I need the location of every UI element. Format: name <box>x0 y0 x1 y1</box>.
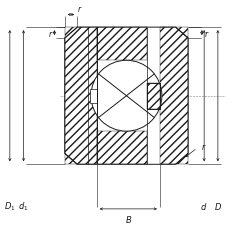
Text: $r$: $r$ <box>203 28 208 38</box>
Text: $d$: $d$ <box>200 200 207 211</box>
Bar <box>64 28 187 165</box>
Text: $D_1$: $D_1$ <box>4 199 16 212</box>
Bar <box>159 28 187 165</box>
Text: $B$: $B$ <box>124 213 131 224</box>
Text: $r$: $r$ <box>200 141 205 151</box>
Bar <box>64 28 96 165</box>
Bar <box>96 28 147 61</box>
Circle shape <box>91 61 161 132</box>
Text: $r$: $r$ <box>77 4 82 14</box>
Text: $d_1$: $d_1$ <box>18 199 29 212</box>
Bar <box>147 83 159 109</box>
Bar <box>96 132 147 165</box>
Text: $r$: $r$ <box>48 28 53 38</box>
Bar <box>147 83 159 109</box>
Text: $D$: $D$ <box>213 200 221 211</box>
Bar <box>90 90 96 103</box>
